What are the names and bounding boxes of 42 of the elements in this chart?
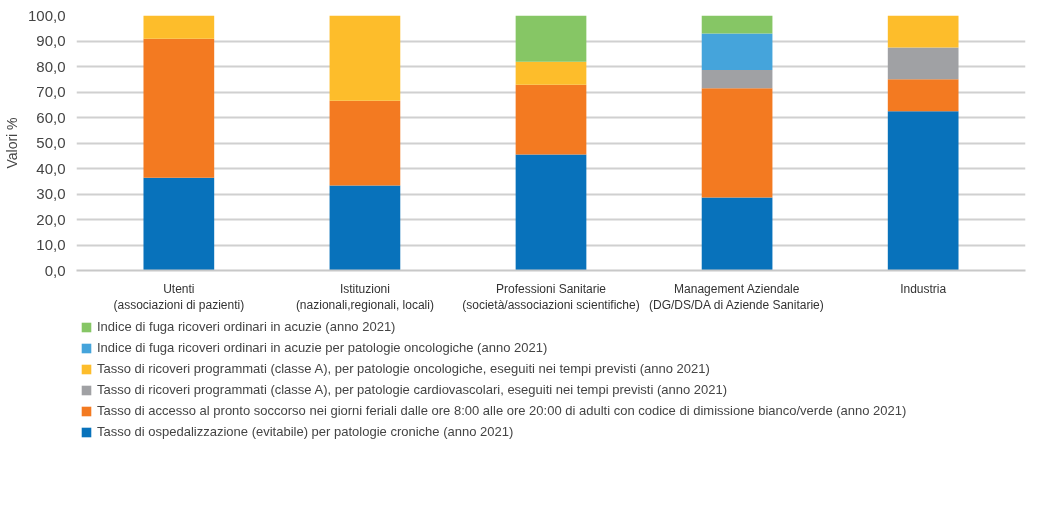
y-tick-label: 70,0: [36, 83, 66, 100]
bar: [143, 177, 215, 271]
legend-label: Indice di fuga ricoveri ordinari in acuzie (anno 2021): [97, 319, 396, 334]
bar: [515, 61, 587, 85]
bar: [701, 70, 773, 89]
x-tick-label: Utenti (associazioni di pazienti): [113, 281, 245, 313]
bar: [515, 15, 587, 62]
bar: [329, 185, 401, 271]
y-tick-label: 40,0: [36, 159, 66, 177]
bar: [887, 111, 959, 271]
bar: [143, 38, 215, 178]
legend-label: Tasso di ospedalizzazione (evitabile) per patologie croniche (anno 2021): [97, 424, 514, 439]
legend-label: Tasso di accesso al pronto soccorso nei giorni feriali dalle ore 8:00 alle ore 20:00 di adulti con codice di dimissione bianco/verde (anno 2021): [97, 403, 907, 418]
y-tick-label: 0,0: [44, 261, 66, 279]
bar: [887, 47, 959, 80]
y-axis-title: Valori %: [3, 117, 20, 169]
bar: [701, 88, 773, 198]
x-tick-label: Industria: [900, 281, 947, 296]
legend-label: Tasso di ricoveri programmati (classe A), per patologie oncologiche, eseguiti nei tempi previsti (anno 2021): [97, 361, 710, 376]
y-tick-label: 80,0: [36, 57, 66, 75]
x-tick-label: Management Aziendale (DG/DS/DA di Aziende Sanitarie): [649, 281, 824, 313]
bar: [329, 15, 401, 101]
bar: [515, 154, 587, 271]
bar: [701, 15, 773, 34]
bar: [515, 84, 587, 155]
bar: [887, 79, 959, 112]
y-tick-label: 90,0: [36, 32, 66, 49]
y-tick-label: 30,0: [36, 185, 66, 202]
y-tick-label: 60,0: [36, 108, 66, 126]
bar: [329, 100, 401, 186]
y-tick-label: 50,0: [36, 134, 66, 151]
bar: [143, 15, 215, 39]
x-tick-label: Professioni Sanitarie (società/associazioni scientifiche): [462, 281, 640, 313]
bar: [701, 33, 773, 71]
y-tick-label: 100,0: [27, 6, 66, 24]
y-tick-label: 10,0: [36, 236, 66, 253]
bar: [887, 15, 959, 48]
bar: [701, 197, 773, 271]
legend-label: Indice di fuga ricoveri ordinari in acuzie per patologie oncologiche (anno 2021): [97, 340, 548, 355]
y-tick-label: 20,0: [36, 210, 66, 228]
x-tick-label: Istituzioni (nazionali,regionali, locali): [295, 281, 434, 313]
legend-label: Tasso di ricoveri programmati (classe A), per patologie cardiovascolari, eseguiti nei tempi previsti (anno 2021): [97, 382, 728, 397]
